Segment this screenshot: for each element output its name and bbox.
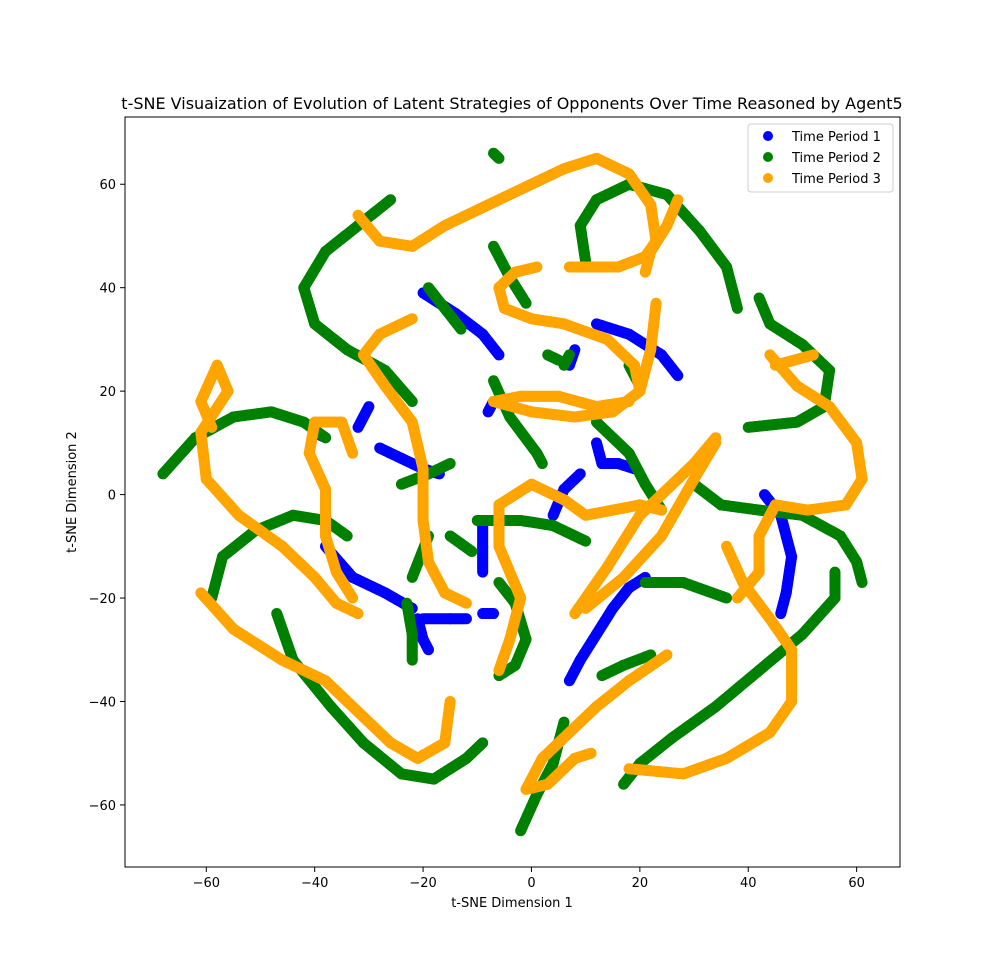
- data-point: [352, 608, 364, 620]
- series-2-points: [157, 147, 868, 837]
- data-point: [856, 577, 868, 589]
- data-point: [558, 359, 570, 371]
- data-point: [466, 545, 478, 557]
- data-point: [580, 535, 592, 547]
- data-point: [563, 675, 575, 687]
- data-point: [515, 825, 527, 837]
- data-point: [742, 421, 754, 433]
- data-point: [493, 152, 505, 164]
- data-point: [623, 395, 635, 407]
- data-point: [574, 468, 586, 480]
- data-point: [423, 644, 434, 656]
- series-3-points: [195, 152, 868, 795]
- data-point: [477, 566, 489, 578]
- data-point: [477, 737, 489, 749]
- chart-title: t-SNE Visuaization of Evolution of Laten…: [121, 94, 902, 113]
- data-point: [455, 323, 467, 335]
- data-point: [320, 432, 332, 444]
- data-point: [352, 421, 364, 433]
- data-point: [460, 597, 472, 609]
- data-point: [536, 458, 548, 470]
- data-point: [347, 592, 359, 604]
- data-point: [493, 349, 505, 361]
- data-point: [656, 504, 668, 516]
- data-point: [618, 778, 630, 790]
- data-point: [721, 592, 733, 604]
- data-point: [731, 302, 743, 314]
- data-point: [406, 654, 418, 666]
- data-point: [672, 194, 684, 206]
- series-1-points: [309, 287, 798, 687]
- data-point: [488, 608, 500, 620]
- data-point: [444, 458, 456, 470]
- data-point: [563, 261, 575, 273]
- data-point: [731, 592, 743, 604]
- data-point: [672, 370, 684, 382]
- data-point: [775, 608, 787, 620]
- data-point: [569, 608, 581, 620]
- points-layer: [157, 147, 868, 837]
- data-point: [807, 349, 819, 361]
- data-point: [406, 395, 418, 407]
- data-point: [341, 530, 353, 542]
- data-point: [520, 297, 532, 309]
- data-point: [580, 602, 592, 614]
- data-point: [460, 613, 472, 625]
